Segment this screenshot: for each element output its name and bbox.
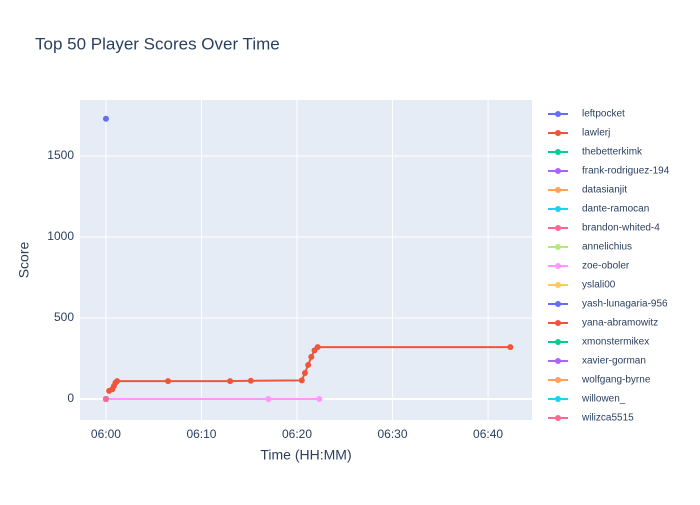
x-axis-label: Time (HH:MM) [260,447,351,463]
legend-marker [555,282,561,288]
y-axis-label: Score [16,242,32,279]
point [314,344,321,351]
legend-label: annelichius [582,242,632,253]
legend-marker [555,377,561,383]
x-tick-label: 06:40 [473,427,503,441]
x-tick-label: 06:20 [282,427,312,441]
y-tick-label: 1000 [47,229,74,243]
point [301,370,308,377]
legend-label: datasianjit [582,185,627,196]
legend-marker [555,396,561,402]
x-tick-label: 06:30 [378,427,408,441]
legend-label: thebetterkimk [582,147,643,158]
legend-marker [555,111,561,117]
legend-marker [555,130,561,136]
point [507,344,514,351]
legend-label: brandon-whited-4 [582,223,660,234]
legend-marker [555,225,561,231]
x-tick-label: 06:00 [91,427,121,441]
y-tick-label: 500 [54,310,74,324]
point [114,378,121,385]
legend-marker [555,244,561,250]
plot [102,115,514,402]
point [265,395,272,402]
point [227,378,234,385]
point [308,353,315,360]
legend: leftpocket lawlerj thebetterkimk frank-rodr… [548,109,670,424]
legend-label: yash-lunagaria-956 [582,299,668,310]
legend-label: dante-ramocan [582,204,649,215]
legend-label: wolfgang-byrne [581,375,651,386]
point [165,378,172,385]
x-tick-label: 06:10 [186,427,216,441]
legend-label: yslali00 [582,280,616,291]
legend-label: wilizca5515 [581,413,634,424]
legend-label: zoe-oboler [582,261,630,272]
legend-label: lawlerj [582,128,610,139]
legend-marker [555,301,561,307]
point [247,377,254,384]
point [305,361,312,368]
legend-marker [555,206,561,212]
point [102,115,109,122]
legend-marker [555,339,561,345]
chart-title: Top 50 Player Scores Over Time [35,34,280,53]
legend-marker [555,168,561,174]
legend-label: xmonstermikex [582,337,649,348]
legend-marker [555,187,561,193]
point [298,377,305,384]
legend-label: leftpocket [582,109,625,120]
legend-marker [555,358,561,364]
y-tick-label: 0 [67,391,74,405]
legend-marker [555,263,561,269]
legend-marker [555,415,561,421]
point [102,395,109,402]
legend-label: yana-abramowitz [582,318,658,329]
legend-marker [555,320,561,326]
legend-label: xavier-gorman [582,356,646,367]
legend-label: frank-rodriguez-194 [582,166,670,177]
legend-marker [555,149,561,155]
y-tick-label: 1500 [47,148,74,162]
legend-label: willowen_ [581,394,626,405]
point [316,395,323,402]
